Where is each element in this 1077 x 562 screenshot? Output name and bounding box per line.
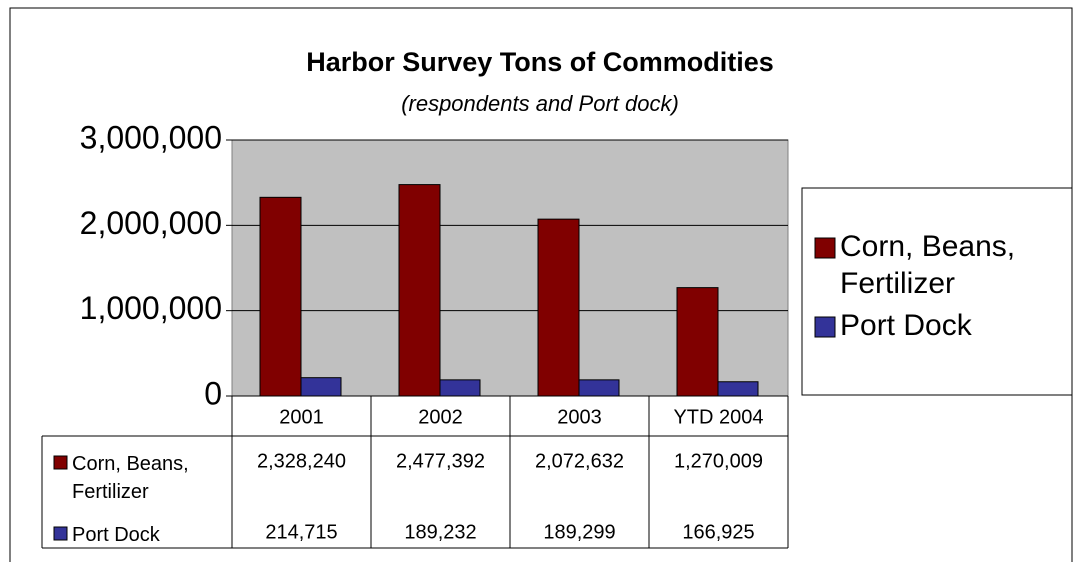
bar bbox=[676, 287, 719, 397]
table-value: 2,477,392 bbox=[396, 450, 485, 472]
bar bbox=[537, 218, 580, 397]
x-tick-label: 2001 bbox=[279, 406, 324, 428]
y-tick-label: 1,000,000 bbox=[80, 290, 222, 326]
y-tick-label: 2,000,000 bbox=[80, 205, 222, 241]
bar bbox=[398, 184, 441, 397]
bar bbox=[439, 379, 481, 397]
chart-subtitle: (respondents and Port dock) bbox=[401, 91, 679, 116]
bar bbox=[717, 381, 759, 397]
table-row-label: Corn, Beans, Fertilizer bbox=[72, 453, 189, 503]
y-tick-label: 3,000,000 bbox=[80, 119, 222, 155]
bar bbox=[578, 379, 620, 397]
table-value: 2,072,632 bbox=[535, 450, 624, 472]
bar bbox=[300, 377, 342, 397]
table-value: 1,270,009 bbox=[674, 450, 763, 472]
table-value: 189,232 bbox=[404, 521, 476, 543]
legend-box bbox=[801, 187, 1073, 396]
legend-label: Corn, Beans, Fertilizer bbox=[840, 230, 1016, 300]
chart-title: Harbor Survey Tons of Commodities bbox=[306, 47, 774, 77]
x-tick-label: 2002 bbox=[418, 406, 463, 428]
legend-key bbox=[814, 316, 836, 338]
x-tick-label: 2003 bbox=[557, 406, 602, 428]
table-value: 189,299 bbox=[543, 521, 615, 543]
x-tick-label: YTD 2004 bbox=[673, 406, 763, 428]
legend-key bbox=[814, 237, 836, 259]
y-tick-label: 0 bbox=[204, 375, 222, 411]
table-value: 166,925 bbox=[682, 521, 754, 543]
table-key bbox=[53, 455, 68, 470]
table-key bbox=[53, 526, 68, 541]
table-value: 2,328,240 bbox=[257, 450, 346, 472]
table-value: 214,715 bbox=[265, 521, 337, 543]
legend-label: Port Dock bbox=[840, 309, 972, 342]
bar bbox=[259, 196, 302, 397]
table-row-label: Port Dock bbox=[72, 524, 160, 546]
